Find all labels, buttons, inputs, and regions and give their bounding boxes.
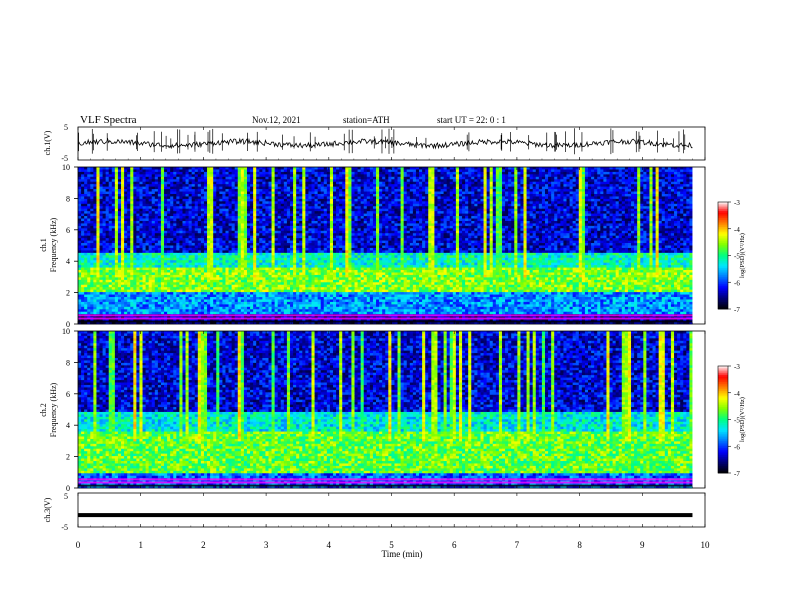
freq-tick-label: 10: [62, 327, 70, 336]
time-tick-label: 0: [76, 540, 81, 550]
ch1-spectrogram-image: [78, 167, 705, 324]
freq-tick-label: 6: [66, 390, 70, 399]
ch2-spectrogram-image: [78, 331, 705, 488]
freq-tick-label: 2: [66, 453, 70, 462]
narrowband-line: [78, 321, 692, 323]
figure-title: VLF Spectra: [80, 114, 137, 126]
ch3-ytick-bottom: -5: [61, 523, 68, 532]
ch2-freq-label: Frequency (kHz): [49, 382, 58, 437]
colorbar-tick-label: -4: [734, 226, 740, 234]
colorbar-label: log(PSD)(V²/Hz): [739, 233, 746, 278]
narrowband-line: [78, 485, 692, 487]
time-tick-label: 8: [577, 540, 582, 550]
narrowband-line: [78, 318, 692, 320]
narrowband-line: [78, 314, 692, 316]
freq-tick-label: 4: [66, 257, 70, 266]
freq-tick-label: 4: [66, 421, 70, 430]
ch3-ytick-top: 5: [64, 492, 68, 501]
ch1-ylabel: ch.1(V): [43, 130, 52, 155]
time-tick-label: 1: [138, 540, 143, 550]
time-tick-label: 7: [515, 540, 520, 550]
colorbar-tick-label: -3: [734, 363, 740, 371]
time-tick-label: 10: [701, 540, 711, 550]
ch1-ytick-top: 5: [64, 123, 68, 132]
time-tick-label: 9: [640, 540, 645, 550]
ch1-waveform-panel: 5 -5 ch.1(V): [43, 123, 705, 163]
time-tick-label: 6: [452, 540, 457, 550]
colorbar-tick-label: -3: [734, 199, 740, 207]
freq-tick-label: 6: [66, 226, 70, 235]
time-tick-label: 4: [327, 540, 332, 550]
ch3-ylabel: ch.3(V): [43, 497, 52, 522]
date-label: Nov.12, 2021: [252, 115, 301, 125]
ch2-channel-label: ch.2: [39, 403, 48, 417]
time-tick-label: 3: [264, 540, 269, 550]
freq-tick-label: 2: [66, 289, 70, 298]
time-tick-label: 2: [201, 540, 206, 550]
ch3-waveform-line: [78, 513, 692, 517]
start-time-label: start UT = 22: 0 : 1: [437, 115, 506, 125]
ch3-waveform-trace: [78, 513, 692, 517]
freq-tick-label: 8: [66, 358, 70, 367]
colorbar-label: log(PSD)(V²/Hz): [739, 397, 746, 442]
narrowband-line: [78, 478, 692, 480]
freq-tick-label: 8: [66, 194, 70, 203]
narrowband-line: [78, 482, 692, 484]
ch3-waveform-panel: 5 -5 ch.3(V): [43, 492, 705, 532]
ch1-channel-label: ch.1: [39, 238, 48, 252]
time-axis-label: Time (min): [382, 549, 423, 559]
colorbar-tick-label: -7: [734, 306, 740, 314]
colorbar-tick-label: -7: [734, 470, 740, 478]
ch1-ytick-bottom: -5: [61, 154, 68, 163]
colorbar-tick-label: -4: [734, 390, 740, 398]
freq-tick-label: 10: [62, 163, 70, 172]
ch1-freq-label: Frequency (kHz): [49, 217, 58, 272]
colorbar-tick-label: -6: [734, 279, 740, 287]
ch3-waveform-frame: [78, 493, 705, 527]
station-label: station=ATH: [343, 115, 390, 125]
colorbar-tick-label: -6: [734, 443, 740, 451]
